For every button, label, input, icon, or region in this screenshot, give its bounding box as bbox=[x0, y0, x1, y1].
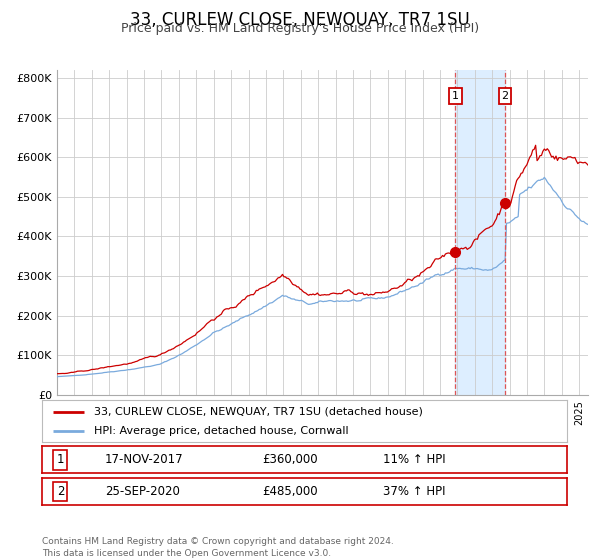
Text: 33, CURLEW CLOSE, NEWQUAY, TR7 1SU (detached house): 33, CURLEW CLOSE, NEWQUAY, TR7 1SU (deta… bbox=[95, 407, 424, 417]
Text: Price paid vs. HM Land Registry's House Price Index (HPI): Price paid vs. HM Land Registry's House … bbox=[121, 22, 479, 35]
Text: 1: 1 bbox=[452, 91, 459, 101]
Text: 25-SEP-2020: 25-SEP-2020 bbox=[105, 485, 180, 498]
Text: 33, CURLEW CLOSE, NEWQUAY, TR7 1SU: 33, CURLEW CLOSE, NEWQUAY, TR7 1SU bbox=[130, 11, 470, 29]
Text: £485,000: £485,000 bbox=[263, 485, 318, 498]
Text: HPI: Average price, detached house, Cornwall: HPI: Average price, detached house, Corn… bbox=[95, 426, 349, 436]
Text: 11% ↑ HPI: 11% ↑ HPI bbox=[383, 453, 446, 466]
Text: £360,000: £360,000 bbox=[263, 453, 318, 466]
Text: Contains HM Land Registry data © Crown copyright and database right 2024.
This d: Contains HM Land Registry data © Crown c… bbox=[42, 537, 394, 558]
Text: 2: 2 bbox=[502, 91, 509, 101]
Text: 17-NOV-2017: 17-NOV-2017 bbox=[105, 453, 184, 466]
Text: 1: 1 bbox=[56, 453, 64, 466]
Text: 2: 2 bbox=[56, 485, 64, 498]
Bar bbox=[455, 70, 505, 395]
Text: 37% ↑ HPI: 37% ↑ HPI bbox=[383, 485, 446, 498]
